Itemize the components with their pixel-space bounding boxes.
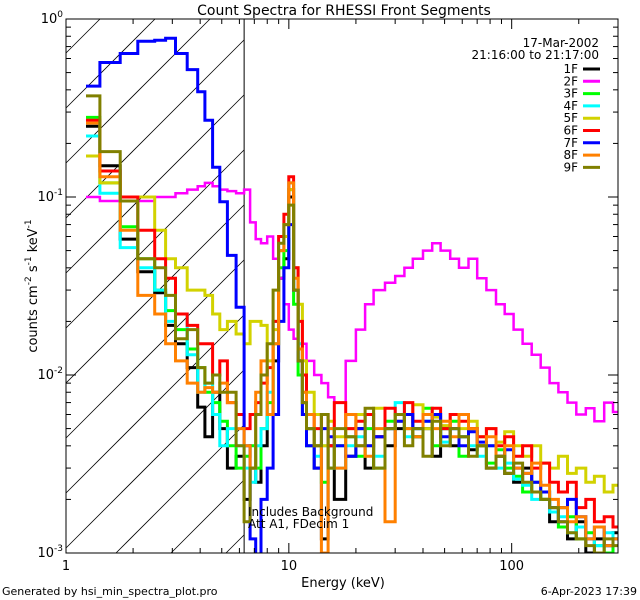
- x-tick-label: 10: [281, 559, 298, 574]
- legend-label-6F: 6F: [563, 124, 578, 138]
- series-line-9F: [86, 94, 618, 553]
- y-tick-label: 100: [41, 10, 64, 27]
- legend-label-9F: 9F: [563, 160, 578, 174]
- legend-label-3F: 3F: [563, 87, 578, 101]
- legend: 17-Mar-2002 21:16:00 to 21:17:00 1F2F3F4…: [472, 36, 600, 174]
- y-tick-label: 10-3: [37, 544, 63, 561]
- y-tick-label: 10-2: [37, 366, 63, 383]
- legend-time-range: 21:16:00 to 21:17:00: [472, 48, 599, 62]
- legend-label-5F: 5F: [563, 111, 578, 125]
- hatch-line: [65, 259, 245, 439]
- hatch-line: [170, 479, 245, 554]
- hatch-line: [65, 18, 211, 164]
- legend-label-7F: 7F: [563, 136, 578, 150]
- series-group: [86, 36, 618, 553]
- legend-label-8F: 8F: [563, 148, 578, 162]
- tick-labels: 1 10 100 100 10-1 10-2 10-3: [37, 10, 524, 574]
- hatch-line: [65, 314, 245, 494]
- y-tick-label: 10-1: [37, 188, 63, 205]
- annotation-background: Includes Background: [248, 505, 373, 519]
- chart-title: Count Spectra for RHESSI Front Segments: [197, 3, 491, 19]
- x-tick-label: 1: [62, 559, 70, 574]
- y-axis-label: counts cm-2 s-1 keV-1: [24, 219, 41, 352]
- hatch-line: [65, 94, 245, 274]
- legend-label-2F: 2F: [563, 74, 578, 88]
- annotation-attenuator: Att A1, FDecim 1: [248, 517, 349, 531]
- axes: [65, 18, 619, 554]
- hatch-line: [225, 534, 245, 554]
- legend-label-4F: 4F: [563, 99, 578, 113]
- plot-frame: [65, 18, 619, 554]
- legend-label-1F: 1F: [563, 62, 578, 76]
- footer-generated-by: Generated by hsi_min_spectra_plot.pro: [2, 585, 218, 598]
- x-tick-label: 100: [499, 559, 524, 574]
- series-line-2F: [86, 181, 618, 423]
- hatch-line: [65, 369, 245, 549]
- hatch-line: [65, 18, 101, 54]
- excluded-region-hatch: [65, 18, 245, 554]
- series-line-8F: [86, 121, 618, 553]
- legend-date: 17-Mar-2002: [523, 36, 599, 50]
- x-axis-label: Energy (keV): [301, 576, 385, 591]
- footer-timestamp: 6-Apr-2023 17:39: [541, 585, 637, 598]
- hatch-line: [65, 39, 245, 219]
